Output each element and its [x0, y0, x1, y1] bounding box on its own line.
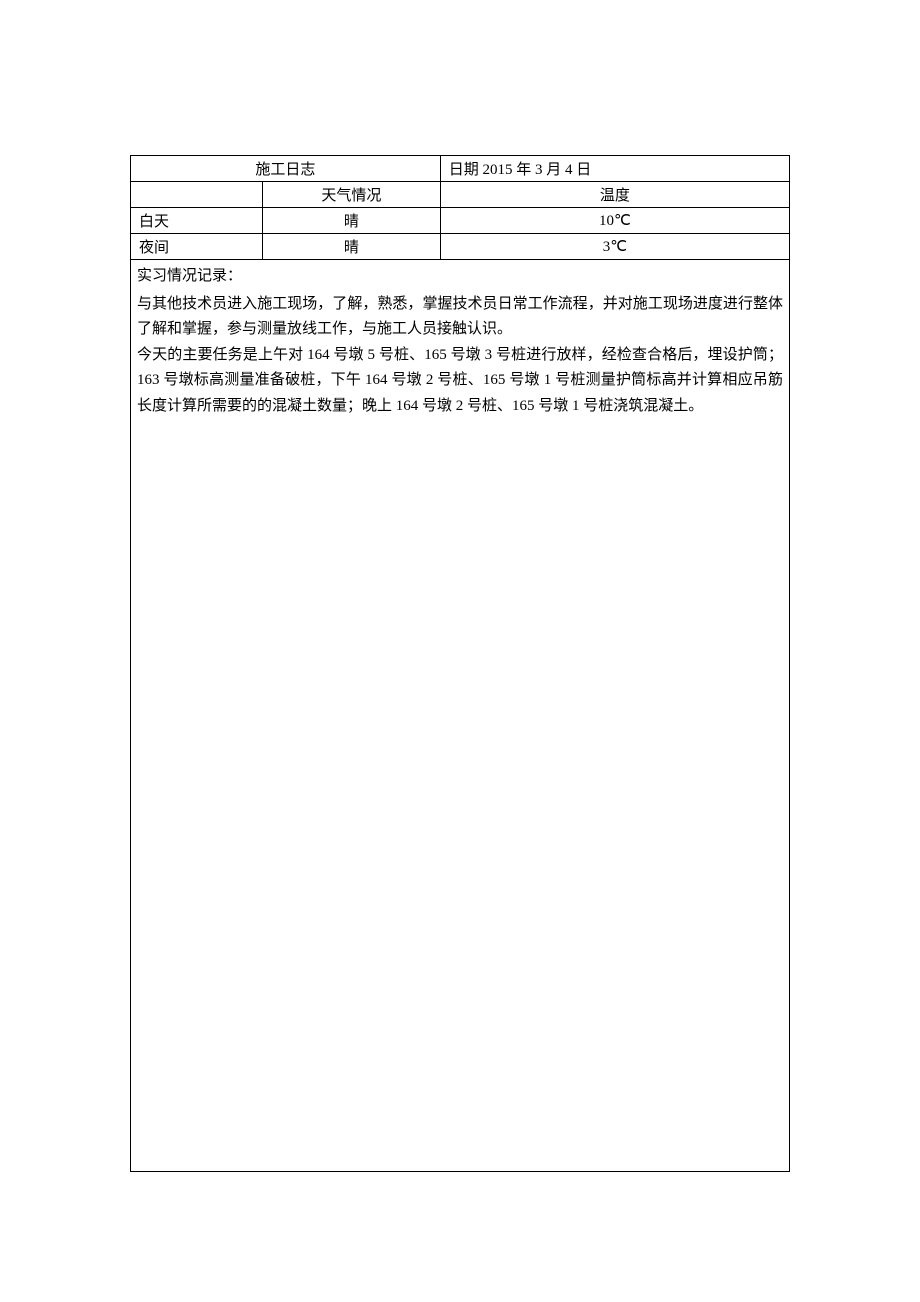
day-weather: 晴 [263, 208, 441, 234]
night-row: 夜间 晴 3℃ [131, 234, 789, 260]
column-header-row: 天气情况 温度 [131, 182, 789, 208]
day-label: 白天 [131, 208, 263, 234]
night-label: 夜间 [131, 234, 263, 260]
weather-header: 天气情况 [263, 182, 441, 208]
record-title: 实习情况记录： [137, 264, 783, 290]
night-weather: 晴 [263, 234, 441, 260]
day-row: 白天 晴 10℃ [131, 208, 789, 234]
night-temperature: 3℃ [440, 234, 789, 260]
record-paragraph-1: 与其他技术员进入施工现场，了解，熟悉，掌握技术员日常工作流程，并对施工现场进度进… [137, 292, 783, 343]
log-date: 日期 2015 年 3 月 4 日 [440, 156, 789, 182]
empty-header [131, 182, 263, 208]
log-table: 施工日志 日期 2015 年 3 月 4 日 天气情况 温度 白天 晴 10℃ … [131, 156, 789, 260]
header-row: 施工日志 日期 2015 年 3 月 4 日 [131, 156, 789, 182]
record-content: 实习情况记录： 与其他技术员进入施工现场，了解，熟悉，掌握技术员日常工作流程，并… [131, 260, 789, 423]
record-paragraph-2: 今天的主要任务是上午对 164 号墩 5 号桩、165 号墩 3 号桩进行放样，… [137, 343, 783, 420]
log-title: 施工日志 [131, 156, 440, 182]
day-temperature: 10℃ [440, 208, 789, 234]
temperature-header: 温度 [440, 182, 789, 208]
document-container: 施工日志 日期 2015 年 3 月 4 日 天气情况 温度 白天 晴 10℃ … [130, 155, 790, 1172]
